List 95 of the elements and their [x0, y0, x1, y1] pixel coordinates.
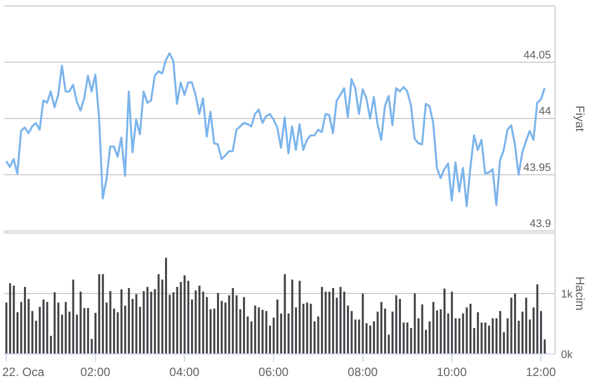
bar	[466, 307, 468, 354]
bar	[358, 320, 360, 354]
bar	[272, 318, 275, 354]
bar	[450, 292, 453, 354]
bar	[198, 286, 200, 354]
x-tick-label: 02:00	[80, 365, 111, 378]
bar	[398, 298, 401, 354]
bar	[184, 275, 186, 354]
bar	[57, 302, 60, 354]
bar	[506, 318, 509, 354]
bar	[98, 274, 100, 354]
bar	[228, 295, 230, 354]
bar	[176, 286, 178, 354]
bar	[265, 311, 268, 354]
bar	[302, 304, 304, 354]
bar	[462, 313, 464, 354]
bar	[525, 298, 528, 354]
x-tick-label: 06:00	[258, 365, 289, 378]
bar	[406, 322, 408, 354]
bar	[109, 291, 112, 354]
bar	[54, 292, 56, 354]
bar	[262, 310, 264, 354]
bar	[432, 302, 434, 354]
bar	[310, 304, 312, 354]
bar	[142, 291, 145, 354]
bar	[64, 302, 67, 354]
bar	[217, 292, 220, 354]
bar	[31, 311, 34, 354]
bar	[376, 312, 379, 354]
bar	[254, 306, 256, 354]
bar	[158, 274, 160, 354]
bar	[120, 289, 122, 354]
x-tick-label: 08:00	[348, 365, 378, 378]
bar	[395, 295, 398, 354]
bar	[492, 318, 494, 354]
y-axis-title: Fiyat	[572, 105, 587, 132]
bar	[9, 283, 12, 354]
bar	[428, 321, 431, 354]
bar	[206, 297, 208, 354]
bar	[258, 307, 260, 354]
bar	[380, 302, 382, 354]
x-tick-label: 12:00	[526, 365, 556, 378]
bar	[484, 322, 486, 354]
y-tick-label: 1k	[561, 288, 574, 300]
bar	[165, 258, 168, 354]
bar	[83, 308, 86, 354]
bar	[42, 300, 44, 354]
y-tick-label: 0k	[561, 349, 574, 361]
bar	[20, 302, 22, 354]
bar	[306, 302, 308, 354]
bar	[346, 306, 349, 354]
y-tick-label: 43.95	[523, 162, 551, 174]
bar	[80, 292, 82, 354]
bar	[332, 288, 334, 354]
bar	[243, 297, 245, 354]
bar	[369, 326, 372, 354]
bar	[12, 286, 15, 354]
bar	[128, 288, 130, 354]
bar	[194, 290, 197, 354]
bar	[328, 292, 330, 354]
x-tick-label: 04:00	[169, 365, 200, 378]
bar	[488, 326, 490, 354]
bar	[298, 280, 301, 354]
bar	[72, 280, 74, 354]
bar	[87, 308, 90, 354]
y-axis-title: Hacim	[572, 276, 587, 311]
bar	[340, 286, 342, 354]
bar	[476, 312, 479, 354]
bar	[187, 280, 190, 354]
bar	[102, 274, 104, 354]
bar	[284, 274, 286, 354]
bar	[232, 288, 234, 354]
bar	[362, 294, 364, 354]
x-tick-label: 22. Oca	[2, 365, 45, 378]
bar	[135, 294, 138, 354]
bar	[291, 280, 294, 354]
bar	[354, 320, 356, 354]
bar	[444, 288, 446, 354]
bar	[499, 311, 502, 354]
bar	[510, 298, 512, 354]
y-tick-label: 44	[538, 106, 551, 118]
bar	[532, 307, 535, 354]
bar	[320, 286, 323, 354]
y-tick-label: 44.05	[523, 49, 551, 62]
bar	[421, 304, 424, 354]
bar	[46, 302, 48, 354]
bar	[414, 294, 416, 354]
bar	[469, 304, 472, 354]
x-tick-label: 10:00	[436, 365, 468, 378]
bar	[24, 286, 26, 354]
bar	[536, 284, 538, 354]
y-tick-label: 43.9	[530, 218, 551, 230]
bar	[514, 294, 516, 354]
bar	[146, 286, 148, 354]
bar	[276, 300, 278, 354]
